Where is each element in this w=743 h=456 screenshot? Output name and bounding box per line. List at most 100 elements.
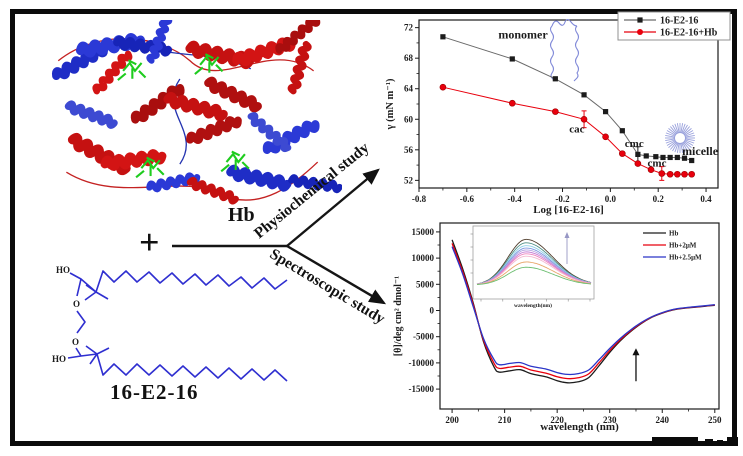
legend-label: Hb+2.5μM (669, 254, 702, 262)
x-tick-label: -0.6 (460, 194, 475, 204)
annotation-cmc: cmc (625, 138, 644, 150)
x-tick-label: 200 (445, 415, 459, 425)
micelle-spoke (674, 123, 679, 133)
y-tick-label: -10000 (409, 358, 435, 368)
x-axis-label: wavelength (nm) (540, 421, 619, 433)
cd-spectra-chart: 200 210 220 230 240 250 -15000 -10000 -5000 0 5000… (393, 222, 722, 433)
inset-curve (476, 253, 592, 285)
inset-curve (476, 242, 592, 285)
y-tick-label: 15000 (412, 227, 435, 237)
micelle-spoke (683, 126, 690, 135)
data-point (635, 151, 641, 157)
data-point (552, 76, 558, 82)
watermark-block (705, 439, 713, 446)
watermark-block (734, 418, 737, 446)
legend-box (617, 11, 731, 41)
surfactant-bonds (67, 270, 288, 382)
micelle-spoke (685, 132, 695, 137)
micelle-illustration (665, 123, 695, 153)
watermark-block (652, 437, 698, 446)
ho-top-label: HO (56, 265, 70, 275)
x-tick-label: 0.4 (700, 194, 712, 204)
monomer-head (551, 18, 578, 27)
inset-curve (476, 266, 592, 286)
micelle-spoke (672, 124, 678, 134)
micelle-spoke (682, 142, 688, 152)
micelle-spoke (676, 143, 680, 153)
data-point (667, 154, 673, 161)
series-16-E2-16+Hb (439, 83, 695, 181)
data-point (681, 170, 688, 178)
spectroscopic-arrow (286, 244, 387, 305)
y-tick-label: 68 (404, 53, 414, 63)
y-tick-label: 5000 (416, 279, 435, 289)
y-tick-label: -15000 (409, 384, 435, 394)
data-point (602, 109, 609, 115)
y-tick-label: 0 (430, 305, 435, 315)
y-axis-label: [θ]/deg cm² dmol⁻¹ (393, 276, 404, 356)
plus-sign: + (139, 222, 160, 262)
physiochemical-arrow (286, 168, 380, 247)
micelle-spoke (685, 139, 695, 144)
axes-box (418, 19, 719, 189)
micelle-spoke (681, 143, 686, 153)
surfactant-name-label: 16-E2-16 (110, 380, 199, 404)
micelle-spoke (670, 141, 677, 150)
legend-label: Hb+2μM (669, 242, 697, 250)
data-point (509, 56, 515, 62)
micelle-spoke (681, 123, 686, 133)
data-point (647, 166, 655, 173)
inset-curve (476, 245, 592, 285)
legend-label: Hb (669, 230, 678, 238)
y-tick-label: -5000 (413, 332, 434, 342)
monomer-tail (573, 25, 580, 82)
curve-Hb+2.5μM (451, 246, 715, 376)
x-tick-label: 0.2 (653, 194, 665, 204)
hemoglobin-structure-image (38, 20, 342, 218)
x-tick-label: 210 (498, 415, 512, 425)
y-tick-label: 72 (404, 23, 414, 33)
micelle-spoke (683, 141, 692, 148)
legend-label: 16-E2-16+Hb (660, 28, 718, 39)
data-point (552, 108, 559, 115)
data-point (508, 99, 516, 107)
micelle-spoke (665, 139, 675, 144)
data-point (674, 170, 681, 178)
micelle-spoke (685, 138, 695, 142)
micelle-spoke (666, 130, 676, 136)
annotation-monomer: monomer (498, 27, 548, 41)
data-point (688, 170, 695, 178)
data-point (666, 170, 674, 178)
micelle-spoke (668, 141, 677, 148)
data-point (619, 150, 626, 157)
y-tick-label: 60 (404, 114, 414, 124)
ho-bottom-label: HO (52, 354, 66, 364)
micelle-spoke (682, 124, 688, 134)
annotation-micelle: micelle (682, 144, 719, 158)
data-point (581, 92, 587, 98)
data-point (634, 160, 642, 167)
o-bottom-label: O (72, 337, 79, 347)
data-point (643, 153, 649, 159)
micelle-spoke (684, 130, 694, 136)
monomer-illustration (549, 18, 580, 82)
legend-marker (637, 29, 643, 35)
series-16-E2-16 (440, 34, 695, 164)
x-tick-label: 240 (656, 415, 670, 425)
x-tick-label: -0.8 (412, 194, 427, 204)
x-tick-label: -0.2 (555, 194, 570, 204)
micelle-spoke (668, 128, 677, 135)
micelle-spoke (680, 123, 684, 133)
inset-x-axis-label: wavelength(nm) (514, 302, 552, 309)
legend-marker (637, 17, 643, 23)
micelle-spoke (670, 126, 677, 135)
fluorescence-inset: wavelength(nm) (470, 225, 595, 309)
data-point (619, 128, 625, 134)
legend-label: 16-E2-16 (660, 16, 698, 27)
micelle-spoke (672, 142, 678, 152)
micelle-spoke (684, 140, 694, 146)
micelle-core (674, 132, 686, 144)
micelle-spoke (665, 138, 675, 142)
